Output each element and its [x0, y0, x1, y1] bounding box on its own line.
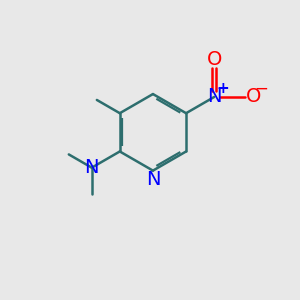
- Text: N: N: [207, 88, 221, 106]
- Text: O: O: [246, 88, 261, 106]
- Text: O: O: [206, 50, 222, 69]
- Text: +: +: [216, 81, 229, 96]
- Text: N: N: [146, 170, 160, 189]
- Text: −: −: [254, 80, 268, 98]
- Text: N: N: [85, 158, 99, 177]
